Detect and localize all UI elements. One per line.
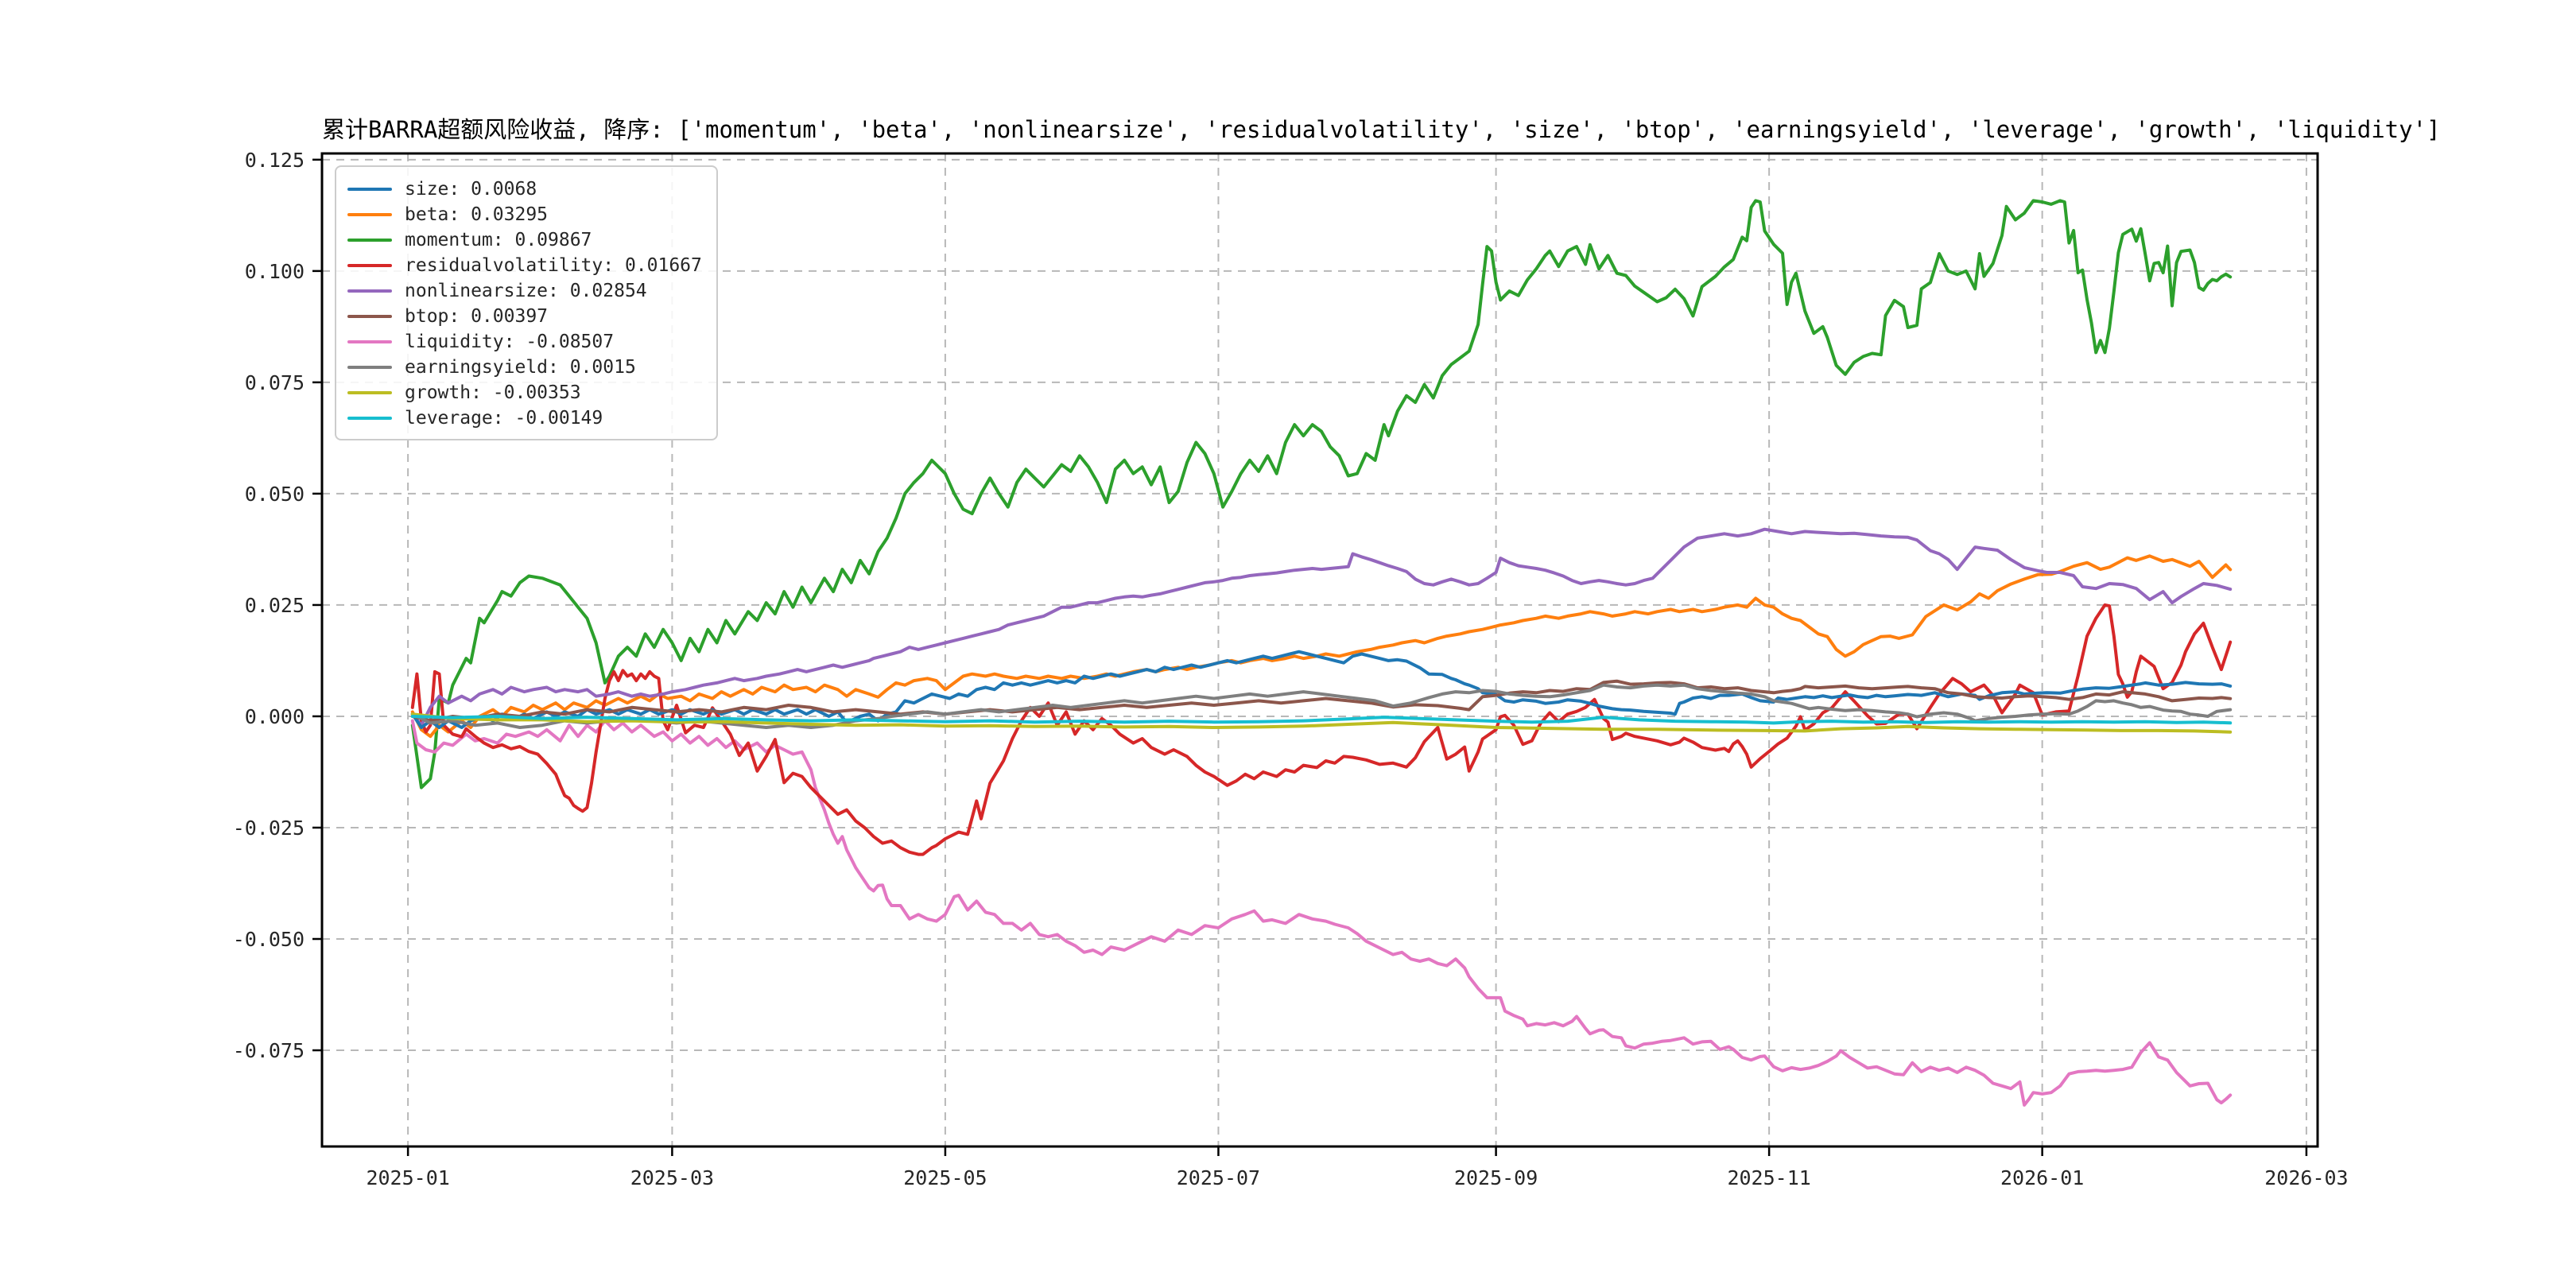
legend-label-nonlinearsize: nonlinearsize: 0.02854 [405, 281, 647, 301]
legend-entry-growth: growth: -0.00353 [347, 380, 702, 405]
x-tick-label: 2025-07 [1177, 1166, 1260, 1189]
series-line-growth [410, 712, 2233, 734]
legend-entry-earningsyield: earningsyield: 0.0015 [347, 355, 702, 380]
y-tick-label: 0.075 [245, 371, 305, 394]
legend-swatch-leverage [347, 417, 392, 420]
legend-entry-momentum: momentum: 0.09867 [347, 227, 702, 253]
x-tick-label: 2025-05 [903, 1166, 987, 1189]
y-tick-label: -0.075 [233, 1039, 305, 1062]
x-tick-label: 2025-03 [630, 1166, 714, 1189]
y-tick-label: 0.050 [245, 483, 305, 506]
series-line-btop [410, 679, 2233, 723]
legend-swatch-nonlinearsize [347, 289, 392, 293]
line-series [410, 199, 2233, 1107]
y-tick-label: -0.050 [233, 928, 305, 951]
series-line-liquidity [410, 719, 2233, 1107]
series-line-momentum [410, 199, 2233, 789]
series-line-residualvolatility [410, 603, 2233, 856]
legend-swatch-btop [347, 315, 392, 318]
legend-swatch-liquidity [347, 340, 392, 343]
y-tick-label: 0.100 [245, 260, 305, 283]
legend-entry-nonlinearsize: nonlinearsize: 0.02854 [347, 278, 702, 304]
legend-entry-residualvolatility: residualvolatility: 0.01667 [347, 253, 702, 278]
legend-label-leverage: leverage: -0.00149 [405, 408, 603, 429]
legend-swatch-beta [347, 213, 392, 216]
legend-label-liquidity: liquidity: -0.08507 [405, 332, 615, 352]
legend-entry-liquidity: liquidity: -0.08507 [347, 329, 702, 355]
legend-swatch-residualvolatility [347, 264, 392, 267]
series-line-beta [410, 554, 2233, 739]
legend-box: size: 0.0068 beta: 0.03295 momentum: 0.098… [335, 165, 718, 440]
legend-swatch-momentum [347, 239, 392, 242]
x-tick-label: 2025-11 [1727, 1166, 1810, 1189]
chart-title: 累计BARRA超额风险收益, 降序: ['momentum', 'beta', … [322, 116, 2441, 143]
legend-label-residualvolatility: residualvolatility: 0.01667 [405, 255, 702, 276]
x-tick-label: 2025-01 [366, 1166, 449, 1189]
y-tick-label: -0.025 [233, 817, 305, 840]
series-line-nonlinearsize [410, 527, 2233, 727]
x-tick-label: 2026-01 [2000, 1166, 2084, 1189]
x-tick-label: 2025-09 [1454, 1166, 1538, 1189]
legend-label-size: size: 0.0068 [405, 179, 537, 200]
legend-entry-leverage: leverage: -0.00149 [347, 405, 702, 431]
y-tick-label: 0.025 [245, 594, 305, 617]
legend-label-btop: btop: 0.00397 [405, 306, 549, 327]
series-line-leverage [410, 715, 2233, 725]
legend-label-beta: beta: 0.03295 [405, 204, 549, 225]
legend-entry-size: size: 0.0068 [347, 177, 702, 202]
y-tick-label: 0.125 [245, 149, 305, 172]
legend-swatch-earningsyield [347, 366, 392, 369]
tick-labels: 2025-01 2025-03 2025-05 2025-07 2025-09 2025-… [233, 149, 2349, 1189]
legend-swatch-growth [347, 391, 392, 394]
legend-entry-btop: btop: 0.00397 [347, 304, 702, 329]
legend-entry-beta: beta: 0.03295 [347, 202, 702, 227]
plot-border [320, 152, 2319, 1148]
x-tick-label: 2026-03 [2264, 1166, 2348, 1189]
axes-spines [320, 152, 2319, 1148]
legend-label-momentum: momentum: 0.09867 [405, 230, 592, 250]
legend-swatch-size [347, 188, 392, 191]
legend-label-earningsyield: earningsyield: 0.0015 [405, 357, 636, 378]
axis-ticks [312, 158, 2308, 1156]
legend-label-growth: growth: -0.00353 [405, 382, 581, 403]
y-tick-label: 0.000 [245, 705, 305, 728]
